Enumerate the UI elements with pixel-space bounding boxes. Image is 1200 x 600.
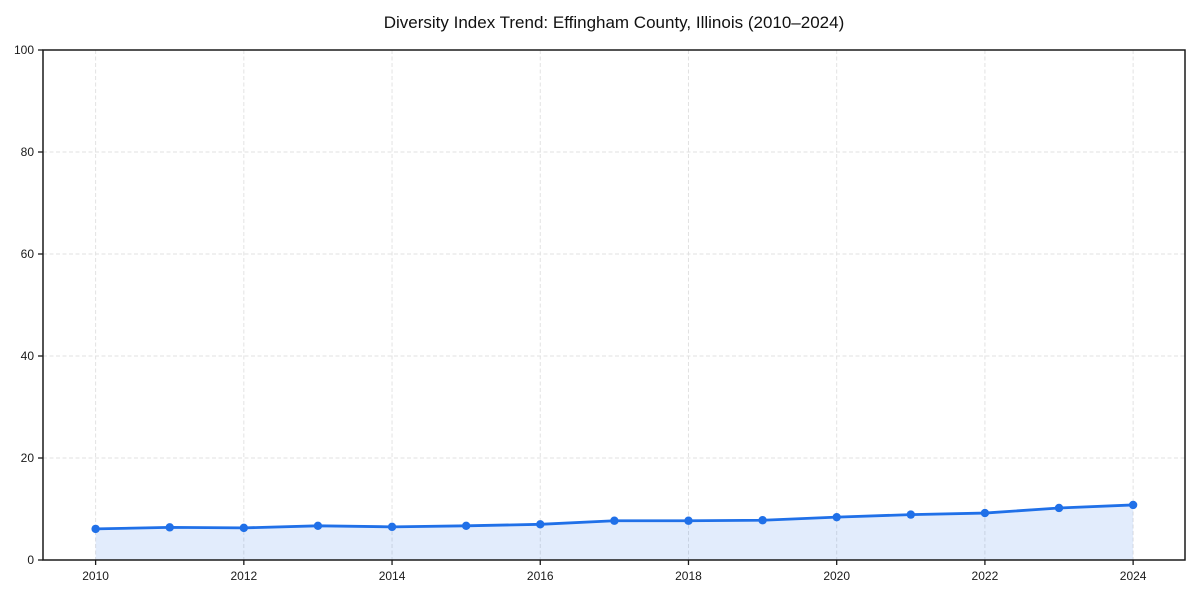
data-point-2019 bbox=[758, 516, 767, 525]
data-point-2012 bbox=[239, 523, 249, 533]
x-tick-label: 2016 bbox=[527, 569, 554, 583]
data-point-2023 bbox=[1054, 503, 1064, 513]
data-point-2016 bbox=[536, 520, 545, 529]
plot-border bbox=[42, 49, 1186, 561]
x-tick-label: 2012 bbox=[230, 569, 257, 583]
y-tick-label: 80 bbox=[21, 145, 35, 159]
x-tick-label: 2018 bbox=[675, 569, 702, 583]
x-tick-label: 2014 bbox=[379, 569, 406, 583]
data-point-2015 bbox=[461, 521, 471, 531]
area-fill bbox=[95, 504, 1134, 560]
data-point-2013 bbox=[313, 521, 323, 531]
x-tick-label: 2024 bbox=[1120, 569, 1147, 583]
y-tick-label: 60 bbox=[21, 247, 35, 261]
x-tick-label: 2022 bbox=[972, 569, 999, 583]
data-point-2010 bbox=[91, 524, 100, 534]
chart-title: Diversity Index Trend: Effingham County,… bbox=[384, 13, 845, 32]
data-point-2020 bbox=[832, 512, 841, 522]
x-tick-label: 2010 bbox=[82, 569, 109, 583]
x-tick-label: 2020 bbox=[823, 569, 850, 583]
data-point-2024 bbox=[1128, 500, 1138, 510]
y-tick-label: 40 bbox=[21, 349, 35, 363]
data-point-2018 bbox=[684, 516, 693, 525]
data-point-2017 bbox=[610, 516, 619, 525]
y-tick-label: 100 bbox=[14, 43, 34, 57]
y-tick-label: 20 bbox=[21, 451, 35, 465]
data-point-2022 bbox=[980, 508, 990, 518]
data-point-2011 bbox=[165, 523, 174, 532]
y-tick-label: 0 bbox=[27, 553, 34, 567]
data-point-2014 bbox=[387, 522, 397, 532]
plot-area: 2010 2012 2014 2016 2018 2020 2022 2024 0 20 40 60 8… bbox=[14, 43, 1186, 583]
data-point-2021 bbox=[906, 510, 916, 519]
